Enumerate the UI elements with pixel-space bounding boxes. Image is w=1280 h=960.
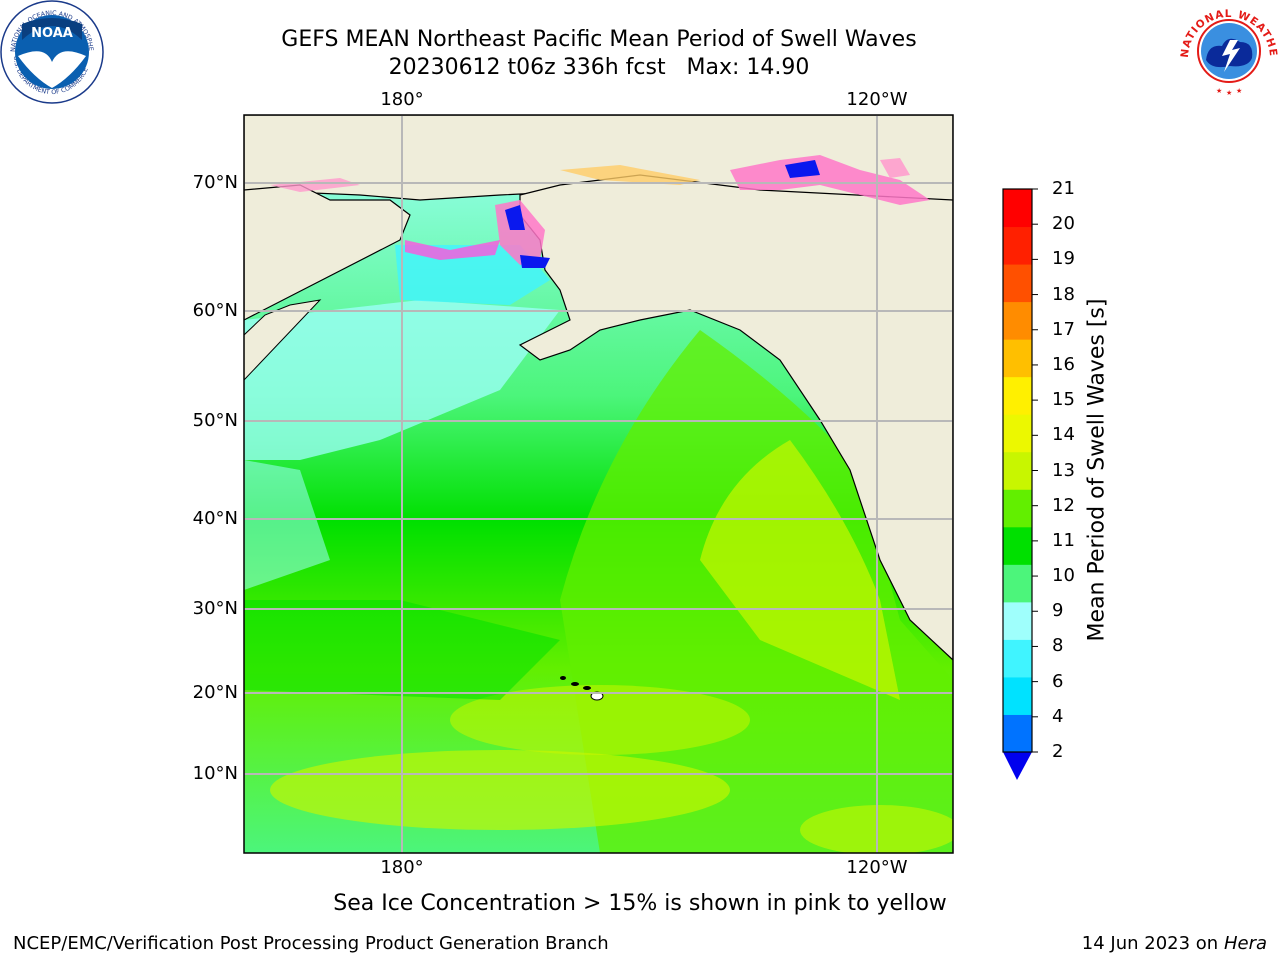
lat-label-10n: 10°N	[192, 763, 238, 784]
colorbar-tick-label: 20	[1052, 213, 1075, 235]
sea-ice-note: Sea Ice Concentration > 15% is shown in …	[333, 891, 947, 916]
colorbar-segment	[1003, 639, 1032, 678]
colorbar-tick-label: 16	[1052, 353, 1075, 375]
lat-label-30n: 30°N	[192, 598, 238, 619]
colorbar-segment	[1003, 714, 1032, 753]
chart-subtitle: 20230612 t06z 336h fcst Max: 14.90	[388, 55, 810, 80]
lat-label-70n: 70°N	[192, 172, 238, 193]
colorbar-segment	[1003, 451, 1032, 490]
colorbar-tick-label: 14	[1052, 424, 1075, 446]
colorbar-tick-label: 10	[1052, 565, 1075, 587]
colorbar-segment	[1003, 526, 1032, 565]
footer-host: Hera	[1223, 933, 1267, 954]
footer-date-text: 14 Jun 2023 on	[1081, 933, 1219, 954]
colorbar-tick-label: 8	[1052, 635, 1064, 657]
lat-label-50n: 50°N	[192, 410, 238, 431]
colorbar-tick-label: 11	[1052, 529, 1075, 551]
colorbar-segment	[1003, 489, 1032, 528]
colorbar-tick-label: 13	[1052, 459, 1075, 481]
lon-label-top-120w: 120°W	[846, 89, 908, 110]
colorbar-segment	[1003, 414, 1032, 453]
footer-date: 14 Jun 2023 on Hera	[1082, 933, 1267, 954]
colorbar-title: Mean Period of Swell Waves [s]	[1084, 298, 1110, 642]
colorbar-segment	[1003, 226, 1032, 265]
colorbar-tick-label: 18	[1052, 283, 1075, 305]
colorbar-segment	[1003, 339, 1032, 378]
lat-label-60n: 60°N	[192, 300, 238, 321]
colorbar-tick-label: 19	[1052, 248, 1075, 270]
colorbar-extend-min	[1003, 752, 1032, 780]
svg-text:★: ★	[1236, 87, 1242, 95]
colorbar-tick-label: 6	[1052, 670, 1064, 692]
colorbar-tick-label: 4	[1052, 705, 1064, 727]
colorbar-segment	[1003, 264, 1032, 303]
lon-label-bottom-120w: 120°W	[846, 857, 908, 878]
lat-label-20n: 20°N	[192, 682, 238, 703]
noaa-logo-text: NOAA	[31, 26, 73, 41]
lat-label-40n: 40°N	[192, 508, 238, 529]
colorbar-segment	[1003, 564, 1032, 603]
svg-text:★: ★	[1226, 89, 1232, 97]
colorbar-segment	[1003, 676, 1032, 715]
sea-ice-beaufort	[730, 155, 930, 205]
chart-title: GEFS MEAN Northeast Pacific Mean Period …	[281, 27, 917, 52]
footer-branch: NCEP/EMC/Verification Post Processing Pr…	[13, 933, 609, 954]
colorbar-tick-label: 2	[1052, 741, 1064, 762]
noaa-logo: NATIONAL OCEANIC AND ATMOSPHERIC ADMINIS…	[0, 0, 104, 104]
colorbar-segment	[1003, 601, 1032, 640]
map-frame	[243, 114, 954, 854]
colorbar-segment	[1003, 376, 1032, 415]
colorbar-segment	[1003, 301, 1032, 340]
colorbar-tick-label: 17	[1052, 318, 1075, 340]
lon-label-top-180: 180°	[380, 89, 424, 110]
colorbar-tick-label: 15	[1052, 389, 1075, 411]
lon-label-bottom-180: 180°	[380, 857, 424, 878]
colorbar-tick-label: 9	[1052, 600, 1064, 622]
colorbar-tick-label: 12	[1052, 494, 1075, 516]
nws-logo: NATIONAL WEATHER SERVICE ★ ★ ★	[1178, 0, 1279, 101]
colorbar-segment	[1003, 189, 1032, 228]
colorbar-tick-label: 21	[1052, 178, 1075, 199]
svg-text:★: ★	[1216, 87, 1222, 95]
graticule	[244, 115, 953, 853]
